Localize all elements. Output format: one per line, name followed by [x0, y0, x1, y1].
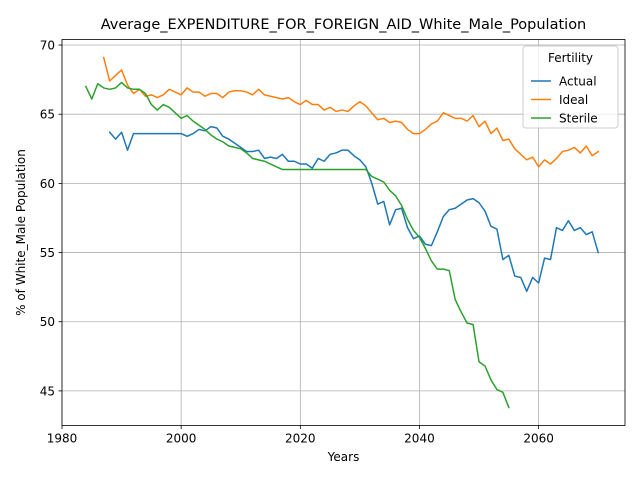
y-tick-label: 70: [40, 39, 55, 53]
legend-label-ideal: Ideal: [559, 93, 588, 107]
legend-items: Actual Ideal Sterile: [531, 75, 598, 126]
legend-label-sterile: Sterile: [559, 112, 598, 126]
legend-box: [522, 45, 619, 129]
plot-frame: [61, 39, 626, 426]
series-line-ideal: [102, 56, 600, 168]
chart-title: Average_EXPENDITURE_FOR_FOREIGN_AID_Whit…: [101, 17, 587, 33]
series-lines: [84, 56, 600, 409]
x-tick-label: 2060: [523, 432, 554, 446]
series-line-actual: [108, 125, 600, 293]
x-tick-label: 2040: [404, 432, 435, 446]
y-tick-label: 45: [40, 384, 55, 398]
x-axis-label: Years: [327, 450, 360, 464]
y-tick-label: 65: [40, 108, 55, 122]
x-tick-label: 1980: [47, 432, 78, 446]
x-tick-label: 2000: [166, 432, 197, 446]
series-line-sterile: [84, 81, 510, 409]
y-tick-label: 60: [40, 177, 55, 191]
y-tick-label: 50: [40, 315, 55, 329]
legend-label-actual: Actual: [559, 75, 597, 89]
y-tick-label: 55: [40, 246, 55, 260]
y-axis-ticks: 45 50 55 60 65 70: [40, 39, 62, 398]
y-axis-label: % of White_Male Population: [14, 149, 28, 316]
legend-title: Fertility: [548, 51, 593, 65]
legend: Fertility Actual Ideal Sterile: [522, 45, 619, 129]
x-axis-ticks: 1980 2000 2020 2040 2060: [47, 425, 554, 446]
x-tick-label: 2020: [285, 432, 316, 446]
